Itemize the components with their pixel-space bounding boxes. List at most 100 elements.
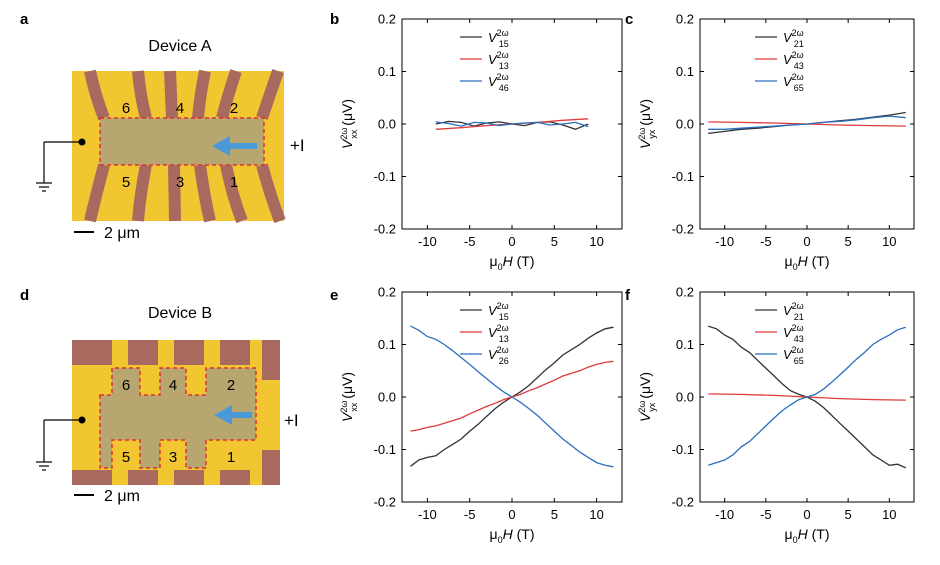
device-b-micrograph: Device B 6 4 2 5 3 1 + — [36, 305, 299, 505]
panel-letter-b: b — [330, 11, 339, 28]
x-tick-label-b: 0 — [508, 234, 515, 249]
device-b-electrodes — [72, 340, 280, 485]
y-tick-label-f: -0.2 — [672, 495, 694, 510]
device-b-ground-symbol — [36, 419, 82, 471]
y-axis-label-e: V2ωxx (μV) — [339, 372, 359, 422]
device-a-current-label: +I — [290, 136, 305, 155]
device-a-pad-1: 1 — [230, 174, 238, 191]
legend-entry-b-15: V2ω 15 — [488, 28, 509, 49]
device-b-channel — [100, 368, 256, 468]
chart-panel-b: -10 -5 0 5 10 -0.2 -0.1 0.0 0.1 0.2 μ0H (T) V2ωxx (… — [339, 12, 623, 272]
y-axis-label-b: V2ωxx (μV) — [339, 99, 359, 149]
legend-entry-c-43: V2ω 43 — [783, 50, 804, 71]
device-b-current-label: +I — [284, 411, 299, 430]
series-line-e-26 — [410, 325, 614, 468]
y-tick-label-f: 0.1 — [676, 337, 694, 352]
y-tick-label-c: 0.1 — [676, 64, 694, 79]
y-tick-label-f: 0.2 — [676, 285, 694, 300]
x-tick-label-e: 0 — [508, 507, 515, 522]
device-a-channel — [100, 118, 264, 165]
legend-entry-f-65: V2ω 65 — [783, 345, 804, 366]
y-tick-label-e: 0.1 — [378, 337, 396, 352]
x-axis-label-b: μ0H (T) — [490, 253, 535, 272]
x-tick-label-e: 10 — [589, 507, 603, 522]
device-b-scale-label: 2 μm — [104, 488, 140, 505]
y-tick-label-b: -0.2 — [374, 222, 396, 237]
device-a-micrograph: Device A 6 4 2 5 3 1 — [36, 38, 305, 242]
device-a-contact-dot — [78, 138, 86, 146]
y-tick-label-e: -0.1 — [374, 442, 396, 457]
legend-entry-e-15: V2ω 15 — [488, 301, 509, 322]
legend-entry-c-21: V2ω 21 — [783, 28, 804, 49]
y-tick-label-f: 0.0 — [676, 390, 694, 405]
x-axis-label-e: μ0H (T) — [490, 526, 535, 545]
legend-entry-e-13: V2ω 13 — [488, 323, 509, 344]
y-tick-label-c: 0.2 — [676, 12, 694, 27]
panel-letter-e: e — [330, 287, 338, 304]
x-axis-label-c: μ0H (T) — [785, 253, 830, 272]
x-tick-label-b: 10 — [589, 234, 603, 249]
device-a-scale-label: 2 μm — [104, 225, 140, 242]
device-a-current-arrow — [212, 136, 257, 156]
x-tick-label-c: 10 — [882, 234, 896, 249]
legend-entry-c-65: V2ω 65 — [783, 72, 804, 93]
device-b-title: Device B — [148, 305, 212, 322]
device-a-ground-symbol — [36, 141, 82, 192]
device-a-pad-4: 4 — [176, 100, 184, 117]
y-tick-label-e: 0.2 — [378, 285, 396, 300]
device-a-electrodes — [84, 69, 286, 224]
chart-panel-c: -10 -5 0 5 10 -0.2 -0.1 0.0 0.1 0.2 μ0H (T) V2ωyx (… — [637, 12, 915, 272]
x-tick-label-f: -10 — [715, 507, 734, 522]
legend-entry-f-21: V2ω 21 — [783, 301, 804, 322]
y-tick-label-c: -0.1 — [672, 169, 694, 184]
x-tick-label-c: -10 — [715, 234, 734, 249]
y-axis-label-c: V2ωyx (μV) — [637, 99, 657, 149]
x-tick-label-e: -5 — [464, 507, 476, 522]
x-tick-label-c: -5 — [760, 234, 772, 249]
device-b-current-arrow — [214, 405, 252, 425]
x-tick-label-c: 5 — [845, 234, 852, 249]
device-b-pad-6: 6 — [122, 377, 130, 394]
x-tick-label-b: -5 — [464, 234, 476, 249]
x-tick-label-b: -10 — [418, 234, 437, 249]
device-a-pad-5: 5 — [122, 174, 130, 191]
y-tick-label-b: 0.0 — [378, 117, 396, 132]
y-tick-label-f: -0.1 — [672, 442, 694, 457]
device-b-pad-3: 3 — [169, 449, 177, 466]
x-tick-label-e: -10 — [418, 507, 437, 522]
series-line-c-65 — [708, 115, 906, 130]
y-tick-label-e: -0.2 — [374, 495, 396, 510]
legend-entry-b-13: V2ω 13 — [488, 50, 509, 71]
panel-letter-a: a — [20, 11, 29, 28]
panel-letter-f: f — [625, 287, 631, 304]
panel-letter-d: d — [20, 287, 29, 304]
x-tick-label-f: 0 — [803, 507, 810, 522]
device-b-dashed-outline — [99, 367, 257, 469]
y-tick-label-c: -0.2 — [672, 222, 694, 237]
y-tick-label-e: 0.0 — [378, 390, 396, 405]
y-tick-label-b: 0.1 — [378, 64, 396, 79]
legend-entry-f-43: V2ω 43 — [783, 323, 804, 344]
series-line-e-13 — [410, 360, 614, 432]
x-axis-label-f: μ0H (T) — [785, 526, 830, 545]
chart-panel-e: -10 -5 0 5 10 -0.2 -0.1 0.0 0.1 0.2 μ0H (T) V2ωxx (… — [339, 285, 623, 545]
device-b-pad-2: 2 — [227, 377, 235, 394]
series-line-b-46 — [435, 121, 589, 128]
legend-entry-e-26: V2ω 26 — [488, 345, 509, 366]
x-tick-label-c: 0 — [803, 234, 810, 249]
device-b-pad-1: 1 — [227, 449, 235, 466]
device-b-pad-4: 4 — [169, 377, 177, 394]
x-tick-label-f: -5 — [760, 507, 772, 522]
y-tick-label-c: 0.0 — [676, 117, 694, 132]
device-b-pad-5: 5 — [122, 449, 130, 466]
x-tick-label-f: 10 — [882, 507, 896, 522]
y-tick-label-b: -0.1 — [374, 169, 396, 184]
device-a-pad-2: 2 — [230, 100, 238, 117]
device-a-pad-6: 6 — [122, 100, 130, 117]
x-tick-label-f: 5 — [845, 507, 852, 522]
panel-letter-c: c — [625, 11, 633, 28]
device-a-pad-3: 3 — [176, 174, 184, 191]
x-tick-label-e: 5 — [551, 507, 558, 522]
series-line-f-65 — [707, 326, 906, 466]
